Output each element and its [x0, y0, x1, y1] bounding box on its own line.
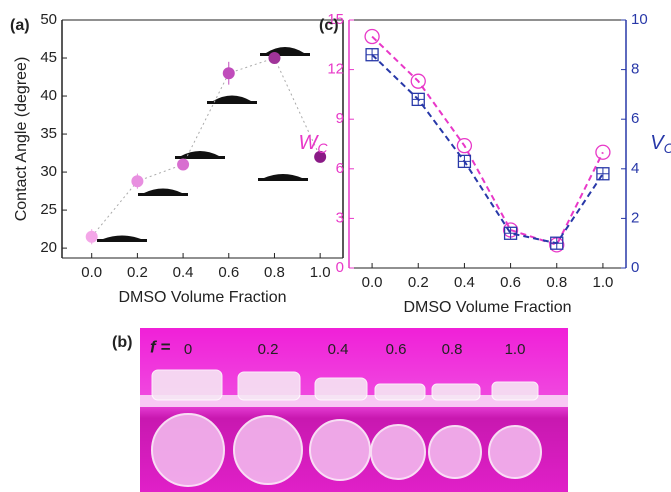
x-tick-label: 0.0 — [81, 264, 102, 281]
x-tick-label: 0.2 — [408, 274, 429, 291]
y2-tick-label: 2 — [631, 209, 639, 226]
panel-label: (a) — [10, 17, 30, 34]
fraction-label: 0 — [184, 341, 192, 358]
y-tick-label: 0 — [336, 259, 344, 276]
y-tick-label: 9 — [336, 110, 344, 127]
point — [177, 158, 189, 170]
f-label: f = — [150, 337, 170, 356]
x-tick-label: 0.6 — [218, 264, 239, 281]
trend-line — [92, 58, 320, 237]
x-tick-label: 0.4 — [173, 264, 194, 281]
y-axis-label-sub: C — [317, 140, 328, 156]
fraction-label: 0.4 — [328, 341, 349, 358]
y-tick-label: 6 — [336, 160, 344, 177]
x-tick-label: 0.6 — [500, 274, 521, 291]
y2-tick-label: 10 — [631, 11, 648, 28]
point — [86, 231, 98, 243]
x-tick-label: 0.2 — [127, 264, 148, 281]
y-tick-label: 30 — [40, 163, 57, 180]
y2-tick-label: 8 — [631, 61, 639, 78]
y-tick-label: 25 — [40, 201, 57, 218]
x-tick-label: 0.4 — [454, 274, 475, 291]
figure: (b) f = 0 0.2 0.4 0.6 0.8 1.0 0.0 0.2 0.4 0.6 0.8 1… — [0, 0, 671, 492]
series-line — [372, 37, 603, 245]
point-cross — [597, 168, 609, 180]
x-tick-label: 1.0 — [310, 264, 331, 281]
series-line — [372, 55, 603, 243]
fraction-label: 0.2 — [258, 341, 279, 358]
x-tick-label: 0.8 — [546, 274, 567, 291]
y2-tick-label: 0 — [631, 259, 639, 276]
y-axis-label-sub: C — [664, 140, 671, 156]
point — [268, 52, 280, 64]
panel-label: (b) — [112, 334, 132, 351]
fraction-label: 0.8 — [442, 341, 463, 358]
fraction-label: 0.6 — [386, 341, 407, 358]
x-tick-label: 1.0 — [592, 274, 613, 291]
point — [223, 67, 235, 79]
y-tick-label: 35 — [40, 125, 57, 142]
x-axis-label: DMSO Volume Fraction — [403, 299, 571, 316]
x-tick-label: 0.8 — [264, 264, 285, 281]
y-tick-label: 50 — [40, 11, 57, 28]
droplets — [97, 47, 310, 242]
y-tick-label: 12 — [327, 61, 344, 78]
y-tick-label: 40 — [40, 87, 57, 104]
point — [131, 175, 143, 187]
y-axis-label: WC — [298, 132, 328, 155]
panel-label: (c) — [319, 17, 339, 34]
y-tick-label: 20 — [40, 239, 57, 256]
y-tick-label: 3 — [336, 209, 344, 226]
x-axis-label: DMSO Volume Fraction — [118, 289, 286, 306]
y-axis-label-main: W — [298, 132, 319, 154]
y-axis-label: Contact Angle (degree) — [13, 57, 30, 222]
y2-tick-label: 6 — [631, 110, 639, 127]
y-axis-label: VC — [650, 132, 671, 155]
x-tick-label: 0.0 — [362, 274, 383, 291]
fraction-label: 1.0 — [505, 341, 526, 358]
y-tick-label: 45 — [40, 49, 57, 66]
y2-tick-label: 4 — [631, 160, 639, 177]
point-cross — [505, 227, 517, 239]
